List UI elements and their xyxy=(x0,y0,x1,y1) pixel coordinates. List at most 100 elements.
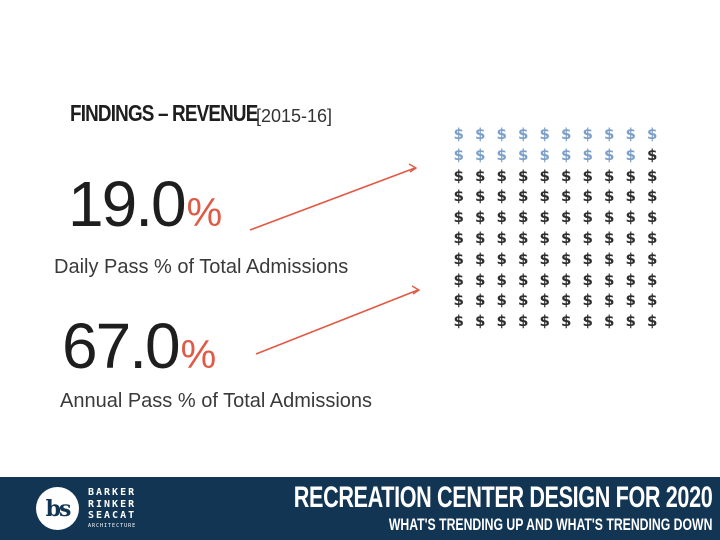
dollar-icon: $ xyxy=(475,312,486,331)
dollar-icon: $ xyxy=(625,312,636,331)
dollar-icon-highlighted: $ xyxy=(453,145,464,164)
dollar-icon: $ xyxy=(539,228,550,247)
arrow-daily xyxy=(249,167,416,231)
dollar-icon: $ xyxy=(518,166,529,185)
dollar-icon: $ xyxy=(496,208,507,227)
dollar-icon: $ xyxy=(453,187,464,206)
dollar-icon: $ xyxy=(475,228,486,247)
firm-name: BARKER RINKER SEACAT ARCHITECTURE xyxy=(88,487,136,530)
dollar-icon-highlighted: $ xyxy=(496,145,507,164)
dollar-icon: $ xyxy=(625,166,636,185)
firm-subtitle: ARCHITECTURE xyxy=(88,522,137,529)
dollar-icon: $ xyxy=(453,270,464,289)
presentation-subtitle: WHAT'S TRENDING UP AND WHAT'S TRENDING D… xyxy=(388,515,712,534)
dollar-icon: $ xyxy=(582,228,593,247)
dollar-icon: $ xyxy=(647,166,658,185)
dollar-icon: $ xyxy=(647,249,658,268)
slide-title: FINDINGS – REVENUE xyxy=(70,100,258,126)
firm-name-line: BARKER xyxy=(88,487,137,498)
dollar-icon: $ xyxy=(539,270,550,289)
dollar-icon: $ xyxy=(475,291,486,310)
dollar-icon: $ xyxy=(604,291,615,310)
dollar-icon-highlighted: $ xyxy=(604,125,615,143)
dollar-icon-highlighted: $ xyxy=(625,125,636,143)
annual-pass-value: 67.0 xyxy=(62,310,181,382)
daily-pass-unit: % xyxy=(186,191,223,235)
dollar-icon: $ xyxy=(582,208,593,227)
dollar-icon: $ xyxy=(647,145,658,164)
dollar-icon-highlighted: $ xyxy=(582,145,593,164)
dollar-icon: $ xyxy=(561,228,572,247)
dollar-icon-highlighted: $ xyxy=(582,125,593,143)
dollar-icon: $ xyxy=(453,208,464,227)
dollar-icon: $ xyxy=(496,270,507,289)
dollar-icon: $ xyxy=(561,187,572,206)
dollar-icon: $ xyxy=(561,312,572,331)
dollar-icon: $ xyxy=(475,166,486,185)
dollar-icon: $ xyxy=(625,228,636,247)
dollar-icon: $ xyxy=(475,249,486,268)
dollar-icon: $ xyxy=(453,166,464,185)
dollar-icon: $ xyxy=(496,228,507,247)
bs-logo: bs xyxy=(36,487,79,530)
dollar-icon-highlighted: $ xyxy=(496,125,507,143)
dollar-icon: $ xyxy=(453,312,464,331)
dollar-icon-highlighted: $ xyxy=(453,125,464,143)
dollar-icon: $ xyxy=(539,291,550,310)
dollar-icon-highlighted: $ xyxy=(561,145,572,164)
dollar-icon: $ xyxy=(647,270,658,289)
dollar-icon: $ xyxy=(647,208,658,227)
arrow-annual xyxy=(255,289,419,355)
dollar-icon: $ xyxy=(475,208,486,227)
dollar-icon: $ xyxy=(582,312,593,331)
dollar-icon: $ xyxy=(518,291,529,310)
dollar-icon-highlighted: $ xyxy=(475,125,486,143)
dollar-icon: $ xyxy=(582,187,593,206)
daily-pass-value: 19.0 xyxy=(68,168,187,240)
dollar-icon: $ xyxy=(647,228,658,247)
firm-name-line: RINKER xyxy=(88,498,137,510)
dollar-grid: $ $ $ $ $ $ $ $ $ $ $ $ $ $ $ $ $ $ $ $ $ $ $ $ $ $ $ $ $ $ $ $ $ $ $ $ $ $ $ $… xyxy=(448,124,663,332)
dollar-icon-highlighted: $ xyxy=(604,145,615,164)
annual-pass-label: Annual Pass % of Total Admissions xyxy=(60,390,373,412)
dollar-icon: $ xyxy=(539,249,550,268)
dollar-icon: $ xyxy=(604,228,615,247)
dollar-icon-highlighted: $ xyxy=(647,125,658,143)
dollar-icon: $ xyxy=(539,187,550,206)
dollar-icon: $ xyxy=(453,249,464,268)
dollar-icon: $ xyxy=(496,166,507,185)
annual-pass-percent: 67.0% xyxy=(62,314,216,378)
dollar-icon: $ xyxy=(561,270,572,289)
arrowhead-daily xyxy=(408,163,418,173)
dollar-icon-highlighted: $ xyxy=(518,145,529,164)
daily-pass-label: Daily Pass % of Total Admissions xyxy=(54,256,349,278)
dollar-icon: $ xyxy=(604,312,615,331)
dollar-icon: $ xyxy=(582,270,593,289)
dollar-icon: $ xyxy=(625,291,636,310)
dollar-icon: $ xyxy=(604,270,615,289)
dollar-icon: $ xyxy=(647,291,658,310)
dollar-icon: $ xyxy=(539,208,550,227)
dollar-icon: $ xyxy=(561,249,572,268)
presentation-title: RECREATION CENTER DESIGN FOR 2020 xyxy=(293,481,712,514)
dollar-icon: $ xyxy=(496,312,507,331)
dollar-icon-highlighted: $ xyxy=(625,145,636,164)
dollar-icon-highlighted: $ xyxy=(475,145,486,164)
dollar-icon: $ xyxy=(518,187,529,206)
dollar-icon: $ xyxy=(561,166,572,185)
dollar-icon: $ xyxy=(582,291,593,310)
dollar-icon-highlighted: $ xyxy=(518,125,529,143)
dollar-icon: $ xyxy=(647,312,658,331)
dollar-icon: $ xyxy=(625,249,636,268)
dollar-icon-highlighted: $ xyxy=(539,145,550,164)
dollar-icon: $ xyxy=(496,291,507,310)
dollar-icon: $ xyxy=(475,270,486,289)
firm-name-line: SEACAT xyxy=(88,510,137,521)
arrowhead-annual xyxy=(411,285,421,295)
footer-bar: bs BARKER RINKER SEACAT ARCHITECTURE REC… xyxy=(0,477,720,540)
dollar-icon: $ xyxy=(518,208,529,227)
dollar-icon: $ xyxy=(561,208,572,227)
dollar-icon: $ xyxy=(604,249,615,268)
